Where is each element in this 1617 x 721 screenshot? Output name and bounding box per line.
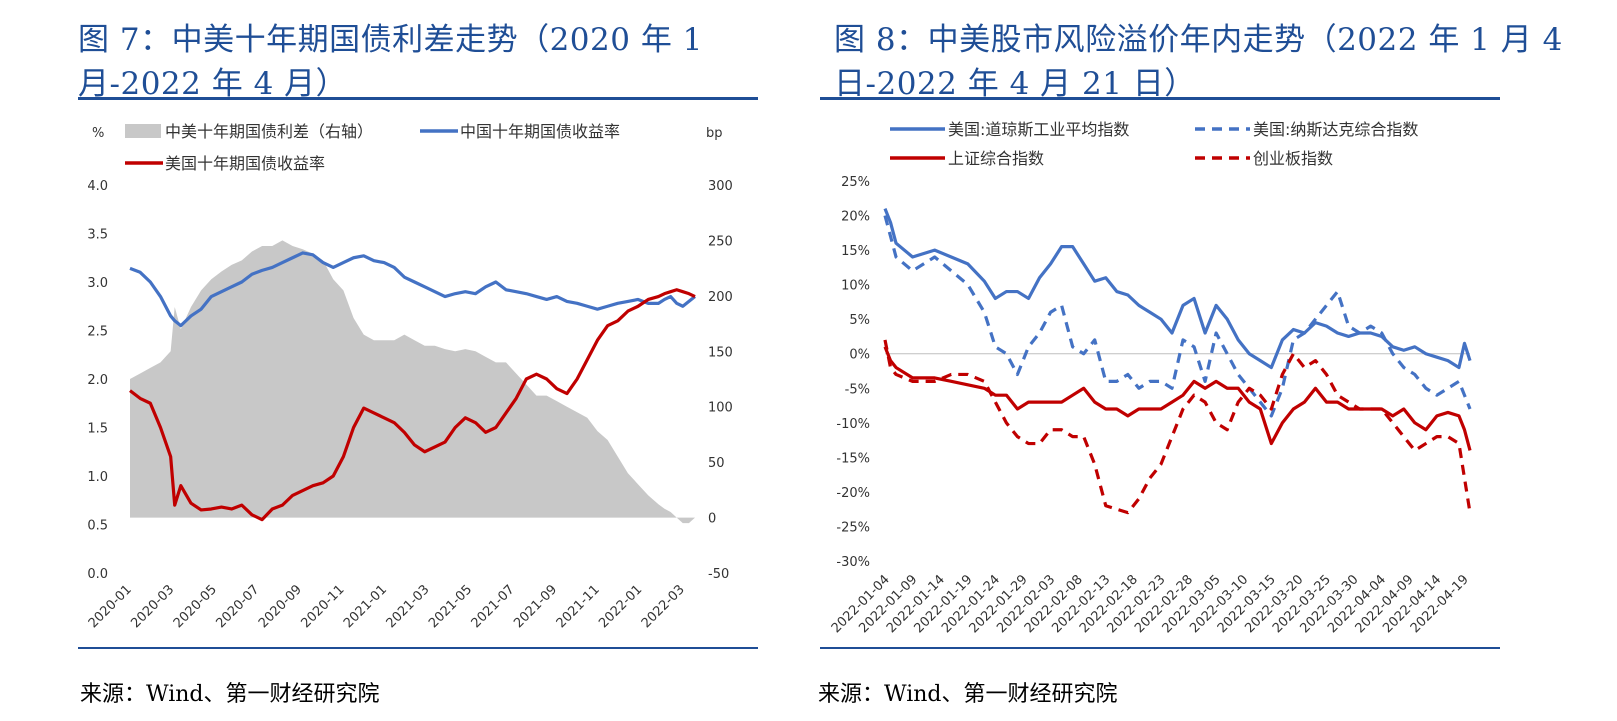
x-tick-label: 2020-09 (256, 582, 305, 631)
title-rule (78, 97, 758, 100)
y-tick-label: 10% (841, 279, 870, 294)
risk-premium-chart: 25%20%15%10%5%0%-5%-10%-15%-20%-25%-30%2… (829, 120, 1472, 636)
y-tick-label: 3.5 (87, 228, 108, 243)
y-tick-label: 0% (849, 348, 870, 363)
x-tick-label: 2021-01 (341, 582, 390, 631)
x-tick-label: 2021-07 (469, 582, 518, 631)
y2-tick-label: -50 (708, 567, 729, 582)
y-tick-label: 20% (841, 210, 870, 225)
series-china-yield-line (129, 251, 696, 328)
y2-tick-label: 150 (708, 345, 733, 360)
y2-tick-label: 100 (708, 401, 733, 416)
x-tick-label: 2020-03 (128, 582, 177, 631)
legend-label-nasdaq: 美国:纳斯达克综合指数 (1253, 120, 1418, 139)
y-tick-label: 2.0 (87, 373, 108, 388)
legend-label-chinext: 创业板指数 (1253, 149, 1333, 168)
y-tick-label: 0.0 (87, 567, 108, 582)
spread-chart: % bp 4.0 3.5 3.0 2.5 2.0 1.5 1.0 0.5 0.0 300 250 200 1… (86, 122, 733, 631)
legend-label-us: 美国十年期国债收益率 (165, 154, 325, 173)
y-tick-label: 15% (841, 244, 870, 259)
series-us-yield-line (129, 288, 696, 522)
y-tick-label: 1.5 (87, 422, 108, 437)
series-shanghai-line (883, 346, 1472, 451)
y2-tick-label: 250 (708, 234, 733, 249)
x-tick-label: 2020-07 (213, 582, 262, 631)
x-tick-label: 2020-05 (171, 582, 220, 631)
x-tick-label: 2020-11 (298, 582, 347, 631)
series-nasdaq-line (883, 215, 1472, 418)
y-tick-label: 25% (841, 175, 870, 190)
legend-label-china: 中国十年期国债收益率 (460, 122, 620, 141)
y-tick-label: -10% (836, 417, 870, 432)
x-tick-label: 2022-03 (639, 582, 688, 631)
x-tick-label: 2022-01 (596, 582, 645, 631)
y-tick-label: 2.5 (87, 325, 108, 340)
x-tick-label: 2021-05 (426, 582, 475, 631)
footer-rule (820, 647, 1500, 649)
y-tick-label: 3.0 (87, 276, 108, 291)
series-dow-jones-line (883, 208, 1472, 370)
x-tick-label: 2020-01 (86, 582, 135, 631)
legend-label-shanghai: 上证综合指数 (948, 149, 1044, 168)
x-tick-label: 2021-03 (384, 582, 433, 631)
y-tick-label: -15% (836, 451, 870, 466)
chart-title: 图 8：中美股市风险溢价年内走势（2022 年 1 月 4 日-2022 年 4… (834, 22, 1563, 102)
y-tick-label: 4.0 (87, 179, 108, 194)
y-tick-label: 0.5 (87, 519, 108, 534)
series-spread-area (130, 240, 695, 524)
legend-label-spread: 中美十年期国债利差（右轴） (165, 122, 373, 141)
footer-rule (78, 647, 758, 649)
y-tick-label: -30% (836, 555, 870, 570)
left-axis-unit: % (92, 126, 104, 141)
y-tick-label: -25% (836, 520, 870, 535)
y-tick-label: 5% (849, 313, 870, 328)
right-axis-unit: bp (706, 126, 723, 141)
title-rule (820, 97, 1500, 100)
y2-tick-label: 50 (708, 456, 725, 471)
y-tick-label: -20% (836, 486, 870, 501)
legend-label-dow-jones: 美国:道琼斯工业平均指数 (948, 120, 1129, 139)
x-tick-label: 2021-09 (511, 582, 560, 631)
x-tick-label: 2021-11 (554, 582, 603, 631)
y-tick-label: 1.0 (87, 470, 108, 485)
chart-panel-spread: 图 7：中美十年期国债利差走势（2020 年 1 月-2022 年 4 月） %… (0, 0, 800, 721)
y-tick-label: -5% (845, 382, 870, 397)
y2-tick-label: 0 (708, 512, 716, 527)
series-chinext-line (883, 339, 1472, 515)
chart-source: 来源：Wind、第一财经研究院 (818, 682, 1118, 707)
chart-source: 来源：Wind、第一财经研究院 (80, 682, 380, 707)
legend-swatch-spread (125, 124, 161, 138)
chart-title: 图 7：中美十年期国债利差走势（2020 年 1 月-2022 年 4 月） (78, 22, 703, 102)
chart-panel-risk-premium: 图 8：中美股市风险溢价年内走势（2022 年 1 月 4 日-2022 年 4… (818, 0, 1617, 721)
y2-tick-label: 200 (708, 290, 733, 305)
y2-tick-label: 300 (708, 179, 733, 194)
